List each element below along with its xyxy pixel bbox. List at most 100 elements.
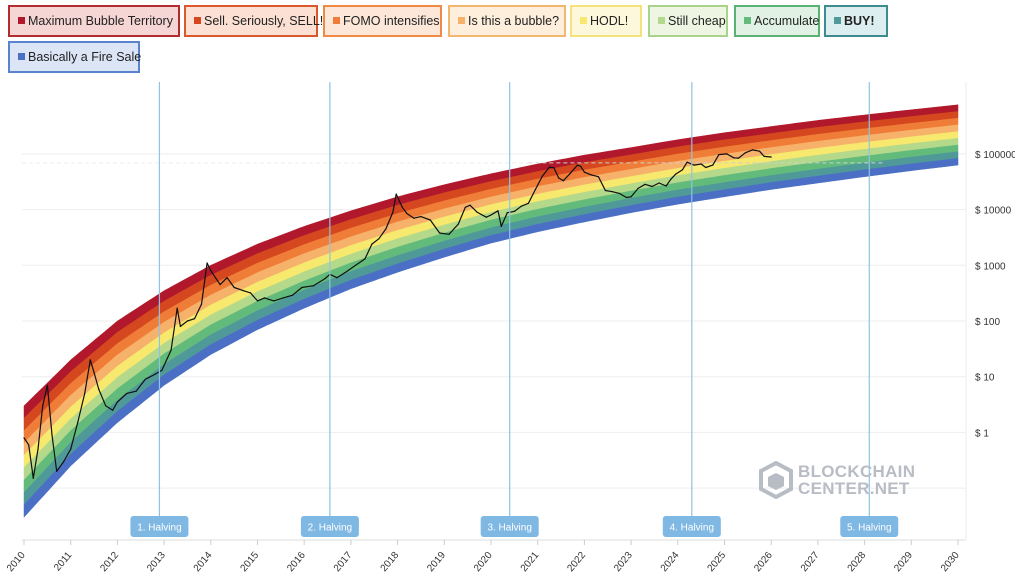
price-point bbox=[413, 217, 415, 219]
price-point bbox=[693, 164, 695, 166]
y-tick-label: $ 100000 bbox=[975, 150, 1015, 161]
x-tick-label: 2025 bbox=[705, 550, 728, 574]
price-point bbox=[520, 205, 523, 207]
x-tick-label: 2021 bbox=[519, 550, 542, 574]
legend-swatch bbox=[834, 17, 841, 24]
price-point bbox=[751, 149, 754, 151]
legend-swatch bbox=[658, 17, 665, 24]
legend-label: Accumulate bbox=[754, 14, 820, 28]
price-point bbox=[210, 270, 212, 272]
legend-item-basically-a-fire-sale[interactable]: Basically a Fire Sale bbox=[8, 41, 141, 73]
price-point bbox=[705, 166, 707, 169]
price-point bbox=[193, 318, 196, 320]
legend-item-hodl[interactable]: HODL! bbox=[570, 5, 642, 37]
legend-item-is-this-a-bubble[interactable]: Is this a bubble? bbox=[448, 5, 566, 37]
price-point bbox=[324, 277, 326, 280]
halving-label-2: 2. Halving bbox=[308, 523, 352, 534]
price-point bbox=[457, 223, 459, 225]
price-point bbox=[562, 180, 565, 182]
price-point bbox=[611, 191, 614, 193]
legend-item-buy[interactable]: BUY! bbox=[824, 5, 888, 37]
price-point bbox=[665, 185, 667, 187]
price-point bbox=[170, 349, 172, 351]
price-point bbox=[336, 277, 338, 279]
legend-label: Sell. Seriously, SELL! bbox=[204, 14, 324, 28]
price-point bbox=[385, 228, 387, 230]
x-tick-label: 2024 bbox=[659, 550, 682, 574]
price-point bbox=[469, 204, 471, 206]
price-point bbox=[28, 444, 30, 446]
legend-swatch bbox=[18, 17, 25, 24]
legend-item-accumulate[interactable]: Accumulate bbox=[734, 5, 820, 37]
legend-label: Is this a bubble? bbox=[468, 14, 560, 28]
price-point bbox=[718, 154, 720, 156]
x-tick-label: 2018 bbox=[379, 550, 402, 574]
price-point bbox=[154, 373, 156, 375]
price-point bbox=[371, 243, 373, 245]
legend-label: BUY! bbox=[844, 14, 875, 28]
price-point bbox=[301, 286, 303, 289]
price-point bbox=[401, 206, 403, 208]
x-tick-label: 2027 bbox=[799, 550, 822, 574]
x-tick-label: 2030 bbox=[939, 550, 962, 574]
legend-item-sell-seriously-sell[interactable]: Sell. Seriously, SELL! bbox=[184, 5, 323, 37]
halving-label-box-1 bbox=[130, 516, 189, 537]
price-point bbox=[93, 371, 95, 373]
price-point bbox=[312, 285, 315, 287]
price-point bbox=[733, 157, 735, 159]
price-point bbox=[420, 216, 422, 218]
x-tick-label: 2020 bbox=[472, 550, 495, 574]
price-point bbox=[51, 434, 53, 436]
x-tick-label: 2023 bbox=[612, 550, 635, 574]
halving-label-1: 1. Halving bbox=[137, 523, 181, 534]
halving-label-box-3 bbox=[480, 516, 539, 537]
price-point bbox=[712, 164, 714, 166]
price-point bbox=[105, 405, 107, 407]
halving-label-box-4 bbox=[662, 516, 721, 537]
price-point bbox=[497, 210, 499, 212]
price-point bbox=[23, 437, 25, 439]
x-tick-label: 2011 bbox=[52, 550, 75, 574]
x-tick-label: 2029 bbox=[892, 550, 915, 574]
price-point bbox=[590, 174, 593, 176]
legend-swatch bbox=[194, 17, 201, 24]
legend-item-still-cheap[interactable]: Still cheap bbox=[648, 5, 728, 37]
price-point bbox=[77, 422, 79, 424]
price-point bbox=[32, 477, 34, 479]
price-point bbox=[179, 325, 181, 327]
price-point bbox=[256, 300, 259, 302]
price-point bbox=[37, 448, 39, 450]
price-point bbox=[476, 211, 478, 213]
price-point bbox=[206, 262, 208, 264]
rainbow-band-9 bbox=[23, 158, 959, 518]
price-point bbox=[464, 206, 466, 208]
x-tick-label: 2019 bbox=[425, 550, 448, 574]
halving-label-box-5 bbox=[840, 516, 899, 537]
price-point bbox=[700, 163, 702, 165]
price-point bbox=[63, 460, 65, 463]
price-point bbox=[448, 233, 450, 235]
price-point bbox=[674, 173, 677, 175]
price-point bbox=[569, 172, 572, 174]
price-point bbox=[644, 183, 646, 185]
price-point bbox=[618, 192, 621, 194]
legend-item-fomo-intensifies[interactable]: FOMO intensifies bbox=[323, 5, 442, 37]
price-point bbox=[686, 161, 688, 163]
price-point bbox=[406, 212, 408, 215]
price-point bbox=[597, 176, 600, 178]
price-point bbox=[485, 216, 487, 218]
price-point bbox=[625, 196, 628, 199]
price-series bbox=[23, 149, 772, 479]
price-point bbox=[291, 294, 294, 296]
price-point bbox=[364, 258, 366, 260]
price-point bbox=[186, 320, 188, 322]
halving-label-5: 5. Halving bbox=[847, 523, 891, 534]
price-point bbox=[513, 210, 516, 212]
price-point bbox=[242, 290, 245, 292]
price-point bbox=[273, 300, 275, 302]
price-point bbox=[70, 448, 72, 450]
legend-item-maximum-bubble-territory[interactable]: Maximum Bubble Territory bbox=[8, 5, 180, 37]
x-tick-label: 2014 bbox=[192, 550, 215, 574]
price-point bbox=[98, 388, 100, 390]
